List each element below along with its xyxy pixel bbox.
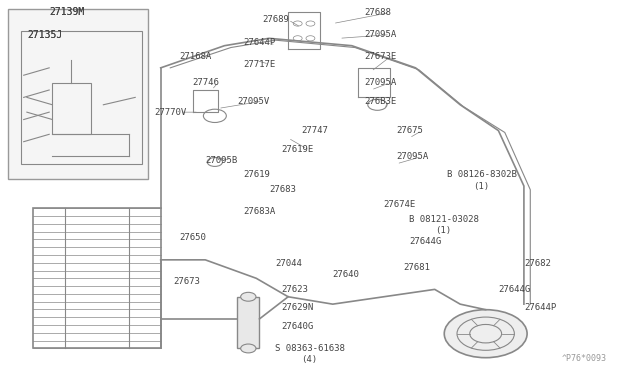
Text: 27095V: 27095V: [237, 97, 269, 106]
Text: 27095A: 27095A: [365, 30, 397, 39]
Circle shape: [444, 310, 527, 358]
Text: 27650: 27650: [180, 233, 207, 242]
Text: 27644G: 27644G: [499, 285, 531, 294]
Text: B 08121-03028: B 08121-03028: [409, 215, 479, 224]
Text: 27674E: 27674E: [384, 200, 416, 209]
Text: (1): (1): [435, 226, 451, 235]
Text: 27619: 27619: [244, 170, 271, 179]
Text: 27717E: 27717E: [244, 60, 276, 69]
Text: 27139M: 27139M: [49, 7, 84, 17]
Text: 27044: 27044: [275, 259, 302, 268]
Text: 27139M: 27139M: [49, 7, 84, 17]
Text: B 08126-8302B: B 08126-8302B: [447, 170, 517, 179]
Text: (4): (4): [301, 355, 317, 364]
Text: 27095A: 27095A: [396, 152, 429, 161]
Text: 27673: 27673: [173, 278, 200, 286]
Text: 27688: 27688: [365, 8, 392, 17]
Text: 27640G: 27640G: [282, 322, 314, 331]
Text: 27644P: 27644P: [244, 38, 276, 46]
Text: 27770V: 27770V: [154, 108, 187, 117]
Text: 27644P: 27644P: [524, 303, 556, 312]
Text: 27675: 27675: [396, 126, 423, 135]
Bar: [237, 297, 259, 349]
Text: 27689: 27689: [262, 15, 289, 24]
Circle shape: [241, 292, 256, 301]
Bar: [8, 9, 148, 179]
Text: 27682: 27682: [524, 259, 551, 268]
Text: 27683A: 27683A: [244, 207, 276, 217]
Text: S 08363-61638: S 08363-61638: [275, 344, 345, 353]
Text: 27644G: 27644G: [409, 237, 442, 246]
Text: 27619E: 27619E: [282, 145, 314, 154]
Circle shape: [241, 344, 256, 353]
Text: 27683: 27683: [269, 185, 296, 194]
Text: 27747: 27747: [301, 126, 328, 135]
Text: 27095A: 27095A: [365, 78, 397, 87]
Text: 27640: 27640: [333, 270, 360, 279]
Text: 27135J: 27135J: [27, 30, 62, 40]
Text: 27095B: 27095B: [205, 155, 237, 165]
Text: 27746: 27746: [193, 78, 220, 87]
Bar: [33, 208, 161, 349]
Text: 27135J: 27135J: [27, 30, 62, 40]
Text: 27629N: 27629N: [282, 303, 314, 312]
Text: ^P76*0093: ^P76*0093: [562, 354, 607, 363]
Text: 276B3E: 276B3E: [365, 97, 397, 106]
Bar: [20, 31, 141, 164]
Bar: [52, 83, 91, 134]
Text: (1): (1): [473, 182, 489, 190]
Text: 27673E: 27673E: [365, 52, 397, 61]
Text: 27681: 27681: [403, 263, 429, 272]
Text: 27168A: 27168A: [180, 52, 212, 61]
Text: 27623: 27623: [282, 285, 308, 294]
